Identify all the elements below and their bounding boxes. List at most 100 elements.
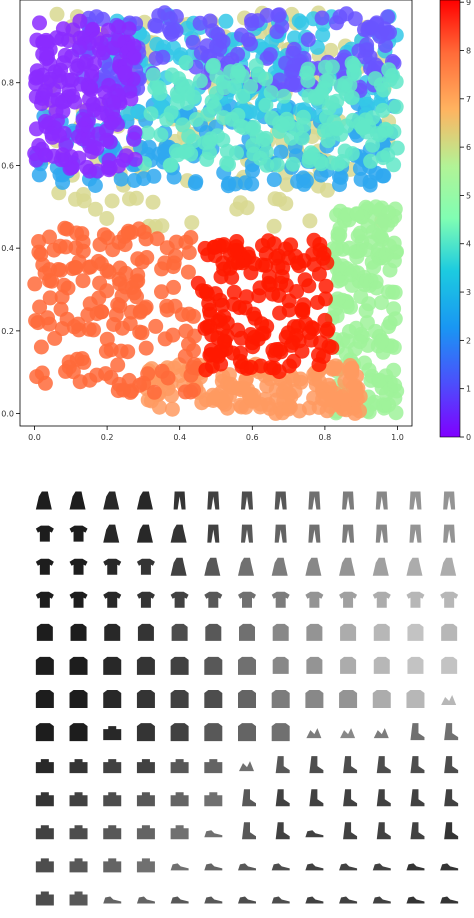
generated-image-cell (170, 825, 189, 840)
generated-image-cell (242, 789, 256, 807)
coat-image (204, 723, 223, 742)
scatter-point (205, 59, 221, 75)
generated-image-cell (35, 491, 52, 510)
scatter-point (64, 72, 80, 88)
scatter-point (114, 320, 130, 336)
generated-image-cell (242, 822, 256, 840)
scatter-point (285, 156, 301, 172)
scatter-point (42, 290, 58, 306)
scatter-point (160, 370, 176, 386)
scatter-point (42, 71, 58, 87)
boot-image (376, 822, 391, 840)
colorbar-tick-label: 6 (466, 143, 471, 152)
colorbar-tick-label: 3 (466, 288, 471, 297)
generated-image-cell (440, 896, 459, 904)
scatter-point (281, 250, 296, 266)
generated-image-cell (207, 524, 220, 543)
scatter-point (273, 344, 289, 360)
generated-image-cell (444, 822, 459, 840)
scatter-point (373, 295, 389, 311)
generated-image-cell (271, 690, 290, 708)
scatter-point (269, 24, 285, 40)
generated-image-cell (69, 690, 88, 708)
scatter-point (255, 238, 270, 254)
generated-image-cell (372, 863, 391, 871)
scatter-point (315, 250, 331, 266)
scatter-point (38, 32, 54, 48)
trousers-image (342, 491, 355, 510)
bag-image (170, 825, 189, 840)
scatter-point (365, 137, 380, 153)
tshirt-image (103, 591, 122, 608)
scatter-point (187, 176, 203, 191)
scatter-point (139, 250, 155, 265)
scatter-point (210, 128, 225, 144)
scatter-point (361, 296, 377, 312)
scatter-point (92, 275, 108, 291)
scatter-point (54, 289, 70, 305)
x-tick-label: 0.6 (246, 433, 259, 442)
generated-image-cell (69, 525, 88, 542)
scatter-point (75, 112, 91, 127)
coat-image (238, 690, 256, 708)
scatter-point (49, 6, 65, 22)
generated-image-cell (136, 792, 155, 807)
scatter-point (91, 42, 107, 58)
generated-image-cell (275, 789, 290, 807)
generated-image-cell (444, 756, 459, 774)
sneaker-image (238, 863, 256, 871)
scatter-point (153, 127, 169, 143)
scatter-point (175, 117, 191, 133)
scatter-point (282, 358, 297, 374)
generated-image-cell (171, 623, 188, 641)
generated-image-cell (204, 656, 223, 675)
y-tick-label: 0.6 (1, 161, 14, 170)
scatter-point (312, 236, 328, 252)
generated-image-cell (69, 723, 88, 742)
scatter-point (284, 74, 300, 90)
dress-image (170, 557, 187, 576)
scatter-point (329, 241, 345, 257)
scatter-point (295, 109, 311, 125)
sneaker-image (136, 896, 155, 904)
sneaker-image (238, 896, 256, 904)
bag-image (170, 759, 189, 774)
scatter-point (386, 301, 402, 317)
scatter-point (208, 347, 224, 363)
boot-image (242, 789, 256, 807)
scatter-point (317, 291, 333, 307)
boot-image (444, 723, 459, 741)
generated-image-cell (238, 863, 256, 871)
colorbar-tick-label: 4 (466, 240, 471, 249)
generated-image-cell (103, 896, 122, 904)
scatter-point (358, 242, 374, 258)
generated-image-cell (103, 858, 122, 873)
scatter-point (269, 157, 285, 173)
x-tick-label: 1.0 (391, 433, 404, 442)
pullover-image (407, 656, 424, 674)
scatter-point (387, 284, 403, 300)
scatter-point (75, 273, 91, 289)
generated-image-cell (343, 789, 358, 807)
coat-image (238, 723, 256, 742)
scatter-point (274, 269, 290, 285)
scatter-point (27, 276, 43, 292)
pullover-image (70, 623, 87, 641)
scatter-point (113, 171, 129, 187)
scatter-point (359, 96, 375, 112)
generated-image-cell (35, 792, 54, 807)
scatter-point (252, 399, 268, 415)
scatter-point (202, 306, 218, 322)
trousers-image (274, 524, 287, 543)
sandal-image (373, 728, 389, 739)
tshirt-image (103, 558, 122, 575)
generated-image-cell (440, 557, 457, 576)
generated-image-cell (35, 690, 54, 708)
generated-image-cell (407, 623, 424, 641)
generated-image-cell (238, 557, 254, 576)
scatter-point (352, 334, 368, 350)
coat-image (136, 723, 155, 742)
y-tick-label: 0.2 (1, 327, 14, 336)
generated-image-cell (204, 830, 223, 838)
tshirt-image (35, 591, 54, 608)
